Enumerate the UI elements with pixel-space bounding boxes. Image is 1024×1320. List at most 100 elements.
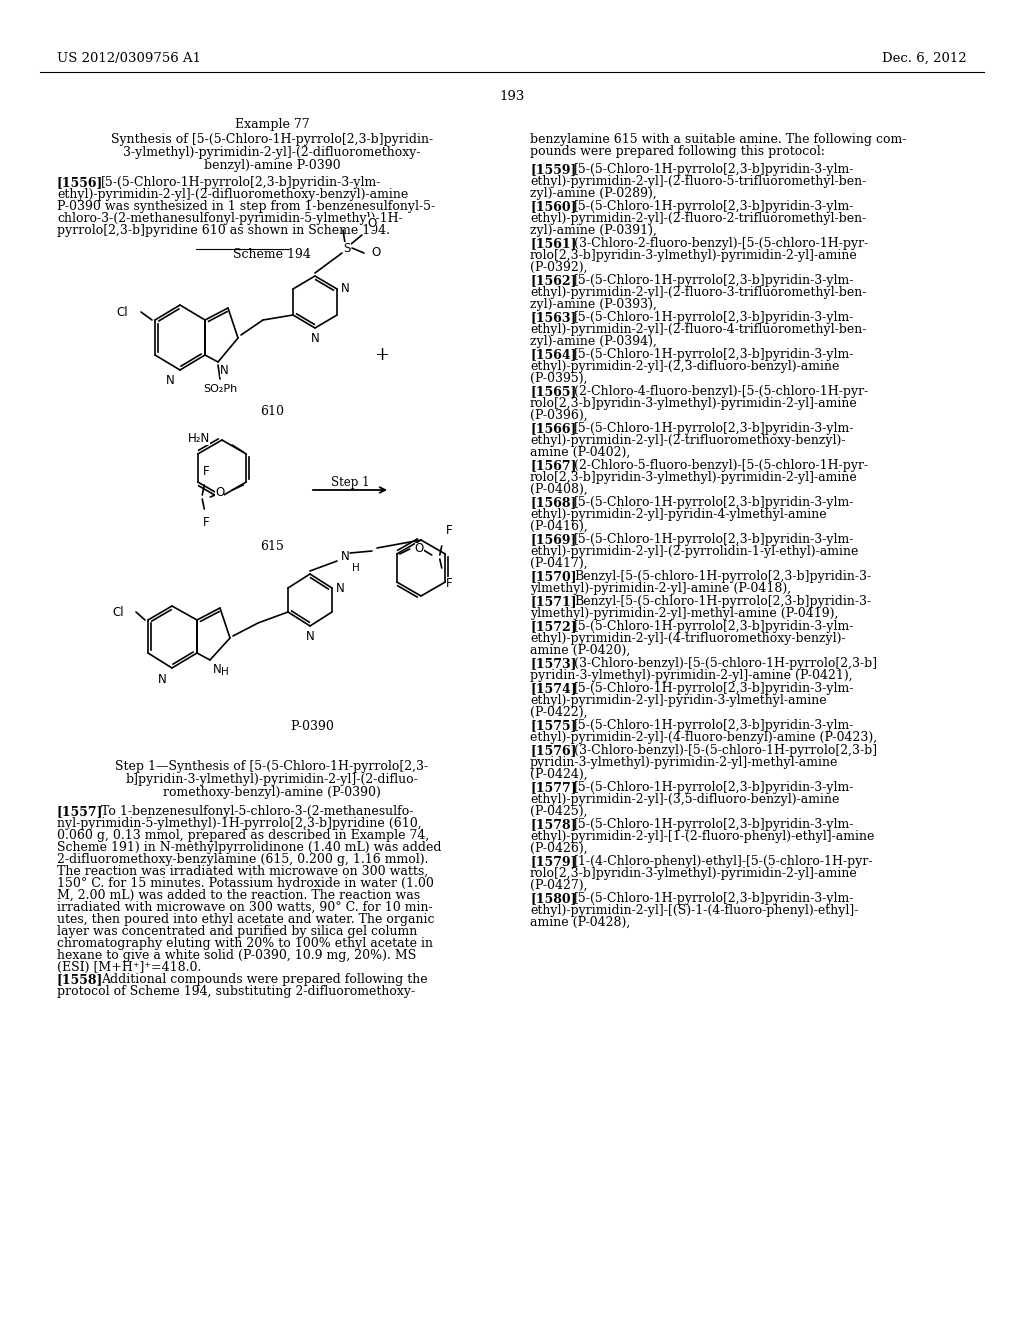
Text: ethyl)-pyrimidin-2-yl]-[1-(2-fluoro-phenyl)-ethyl]-amine: ethyl)-pyrimidin-2-yl]-[1-(2-fluoro-phen… <box>530 830 874 843</box>
Text: Benzyl-[5-(5-chloro-1H-pyrrolo[2,3-b]pyridin-3-: Benzyl-[5-(5-chloro-1H-pyrrolo[2,3-b]pyr… <box>574 595 871 609</box>
Text: 0.060 g, 0.13 mmol, prepared as described in Example 74,: 0.060 g, 0.13 mmol, prepared as describe… <box>57 829 429 842</box>
Text: [1564]: [1564] <box>530 348 577 360</box>
Text: pounds were prepared following this protocol:: pounds were prepared following this prot… <box>530 145 825 158</box>
Text: [5-(5-Chloro-1H-pyrrolo[2,3-b]pyridin-3-ylm-: [5-(5-Chloro-1H-pyrrolo[2,3-b]pyridin-3-… <box>574 275 854 286</box>
Text: SO₂Ph: SO₂Ph <box>203 384 238 393</box>
Text: [1562]: [1562] <box>530 275 577 286</box>
Text: [1573]: [1573] <box>530 657 577 671</box>
Text: P-0390: P-0390 <box>290 719 334 733</box>
Text: (ESI) [M+H⁺]⁺=418.0.: (ESI) [M+H⁺]⁺=418.0. <box>57 961 202 974</box>
Text: Cl: Cl <box>113 606 124 619</box>
Text: N: N <box>341 282 350 296</box>
Text: [1559]: [1559] <box>530 162 577 176</box>
Text: Synthesis of [5-(5-Chloro-1H-pyrrolo[2,3-b]pyridin-: Synthesis of [5-(5-Chloro-1H-pyrrolo[2,3… <box>111 133 433 147</box>
Text: protocol of Scheme 194, substituting 2-difluoromethoxy-: protocol of Scheme 194, substituting 2-d… <box>57 985 415 998</box>
Text: Dec. 6, 2012: Dec. 6, 2012 <box>883 51 967 65</box>
Text: O: O <box>215 486 224 499</box>
Text: [5-(5-Chloro-1H-pyrrolo[2,3-b]pyridin-3-ylm-: [5-(5-Chloro-1H-pyrrolo[2,3-b]pyridin-3-… <box>574 892 854 906</box>
Text: [5-(5-Chloro-1H-pyrrolo[2,3-b]pyridin-3-ylm-: [5-(5-Chloro-1H-pyrrolo[2,3-b]pyridin-3-… <box>574 162 854 176</box>
Text: Scheme 194: Scheme 194 <box>233 248 311 261</box>
Text: Cl: Cl <box>117 305 128 318</box>
Text: [5-(5-Chloro-1H-pyrrolo[2,3-b]pyridin-3-ylm-: [5-(5-Chloro-1H-pyrrolo[2,3-b]pyridin-3-… <box>101 176 381 189</box>
Text: irradiated with microwave on 300 watts, 90° C. for 10 min-: irradiated with microwave on 300 watts, … <box>57 902 432 913</box>
Text: ethyl)-pyrimidin-2-yl]-(4-fluoro-benzyl)-amine (P-0423),: ethyl)-pyrimidin-2-yl]-(4-fluoro-benzyl)… <box>530 731 878 744</box>
Text: ethyl)-pyrimidin-2-yl]-(2-fluoro-5-trifluoromethyl-ben-: ethyl)-pyrimidin-2-yl]-(2-fluoro-5-trifl… <box>530 176 866 187</box>
Text: ylmethyl)-pyrimidin-2-yl]-methyl-amine (P-0419),: ylmethyl)-pyrimidin-2-yl]-methyl-amine (… <box>530 607 839 620</box>
Text: H: H <box>352 564 359 573</box>
Text: ylmethyl)-pyrimidin-2-yl]-amine (P-0418),: ylmethyl)-pyrimidin-2-yl]-amine (P-0418)… <box>530 582 792 595</box>
Text: b]pyridin-3-ylmethyl)-pyrimidin-2-yl]-(2-difluo-: b]pyridin-3-ylmethyl)-pyrimidin-2-yl]-(2… <box>126 774 419 785</box>
Text: F: F <box>445 577 453 590</box>
Text: (3-Chloro-benzyl)-[5-(5-chloro-1H-pyrrolo[2,3-b]: (3-Chloro-benzyl)-[5-(5-chloro-1H-pyrrol… <box>574 657 878 671</box>
Text: [1558]: [1558] <box>57 973 103 986</box>
Text: +: + <box>375 346 389 364</box>
Text: ethyl)-pyrimidin-2-yl]-(4-trifluoromethoxy-benzyl)-: ethyl)-pyrimidin-2-yl]-(4-trifluorometho… <box>530 632 846 645</box>
Text: N: N <box>166 374 175 387</box>
Text: [5-(5-Chloro-1H-pyrrolo[2,3-b]pyridin-3-ylm-: [5-(5-Chloro-1H-pyrrolo[2,3-b]pyridin-3-… <box>574 781 854 795</box>
Text: (P-0417),: (P-0417), <box>530 557 588 570</box>
Text: (P-0422),: (P-0422), <box>530 706 588 719</box>
Text: rolo[2,3-b]pyridin-3-ylmethyl)-pyrimidin-2-yl]-amine: rolo[2,3-b]pyridin-3-ylmethyl)-pyrimidin… <box>530 471 858 484</box>
Text: (3-Chloro-2-fluoro-benzyl)-[5-(5-chloro-1H-pyr-: (3-Chloro-2-fluoro-benzyl)-[5-(5-chloro-… <box>574 238 868 249</box>
Text: [1557]: [1557] <box>57 805 103 818</box>
Text: N: N <box>220 364 228 378</box>
Text: ethyl)-pyrimidin-2-yl]-(2-pyrrolidin-1-yl-ethyl)-amine: ethyl)-pyrimidin-2-yl]-(2-pyrrolidin-1-y… <box>530 545 858 558</box>
Text: [1577]: [1577] <box>530 781 577 795</box>
Text: ethyl)-pyrimidin-2-yl]-[(S)-1-(4-fluoro-phenyl)-ethyl]-: ethyl)-pyrimidin-2-yl]-[(S)-1-(4-fluoro-… <box>530 904 858 917</box>
Text: hexane to give a white solid (P-0390, 10.9 mg, 20%). MS: hexane to give a white solid (P-0390, 10… <box>57 949 416 962</box>
Text: ethyl)-pyrimidin-2-yl]-(2,3-difluoro-benzyl)-amine: ethyl)-pyrimidin-2-yl]-(2,3-difluoro-ben… <box>530 360 840 374</box>
Text: N: N <box>159 673 167 686</box>
Text: ethyl)-pyrimidin-2-yl]-(2-fluoro-2-trifluoromethyl-ben-: ethyl)-pyrimidin-2-yl]-(2-fluoro-2-trifl… <box>530 213 866 224</box>
Text: ethyl)-pyrimidin-2-yl]-(2-fluoro-4-trifluoromethyl-ben-: ethyl)-pyrimidin-2-yl]-(2-fluoro-4-trifl… <box>530 323 866 337</box>
Text: [1-(4-Chloro-phenyl)-ethyl]-[5-(5-chloro-1H-pyr-: [1-(4-Chloro-phenyl)-ethyl]-[5-(5-chloro… <box>574 855 873 869</box>
Text: To 1-benzenesulfonyl-5-chloro-3-(2-methanesulfo-: To 1-benzenesulfonyl-5-chloro-3-(2-metha… <box>101 805 414 818</box>
Text: (P-0395),: (P-0395), <box>530 372 588 385</box>
Text: Additional compounds were prepared following the: Additional compounds were prepared follo… <box>101 973 428 986</box>
Text: (3-Chloro-benzyl)-[5-(5-chloro-1H-pyrrolo[2,3-b]: (3-Chloro-benzyl)-[5-(5-chloro-1H-pyrrol… <box>574 744 878 756</box>
Text: amine (P-0420),: amine (P-0420), <box>530 644 630 657</box>
Text: US 2012/0309756 A1: US 2012/0309756 A1 <box>57 51 201 65</box>
Text: chloro-3-(2-methanesulfonyl-pyrimidin-5-ylmethyl)-1H-: chloro-3-(2-methanesulfonyl-pyrimidin-5-… <box>57 213 402 224</box>
Text: 2-difluoromethoxy-benzylamine (615, 0.200 g, 1.16 mmol).: 2-difluoromethoxy-benzylamine (615, 0.20… <box>57 853 428 866</box>
Text: nyl-pyrimidin-5-ylmethyl)-1H-pyrrolo[2,3-b]pyridine (610,: nyl-pyrimidin-5-ylmethyl)-1H-pyrrolo[2,3… <box>57 817 422 830</box>
Text: pyrrolo[2,3-b]pyridine 610 as shown in Scheme 194.: pyrrolo[2,3-b]pyridine 610 as shown in S… <box>57 224 390 238</box>
Text: ethyl)-pyrimidin-2-yl]-(2-fluoro-3-trifluoromethyl-ben-: ethyl)-pyrimidin-2-yl]-(2-fluoro-3-trifl… <box>530 286 866 300</box>
Text: S: S <box>343 242 350 255</box>
Text: zyl)-amine (P-0289),: zyl)-amine (P-0289), <box>530 187 656 201</box>
Text: (P-0396),: (P-0396), <box>530 409 588 422</box>
Text: M, 2.00 mL) was added to the reaction. The reaction was: M, 2.00 mL) was added to the reaction. T… <box>57 888 420 902</box>
Text: zyl)-amine (P-0394),: zyl)-amine (P-0394), <box>530 335 656 348</box>
Text: 615: 615 <box>260 540 284 553</box>
Text: N: N <box>341 549 349 562</box>
Text: O: O <box>371 247 380 260</box>
Text: [1569]: [1569] <box>530 533 577 546</box>
Text: The reaction was irradiated with microwave on 300 watts,: The reaction was irradiated with microwa… <box>57 865 428 878</box>
Text: [1556]: [1556] <box>57 176 103 189</box>
Text: [5-(5-Chloro-1H-pyrrolo[2,3-b]pyridin-3-ylm-: [5-(5-Chloro-1H-pyrrolo[2,3-b]pyridin-3-… <box>574 348 854 360</box>
Text: ethyl)-pyrimidin-2-yl]-(2-trifluoromethoxy-benzyl)-: ethyl)-pyrimidin-2-yl]-(2-trifluorometho… <box>530 434 846 447</box>
Text: O: O <box>367 216 376 230</box>
Text: Benzyl-[5-(5-chloro-1H-pyrrolo[2,3-b]pyridin-3-: Benzyl-[5-(5-chloro-1H-pyrrolo[2,3-b]pyr… <box>574 570 871 583</box>
Text: [1571]: [1571] <box>530 595 577 609</box>
Text: (P-0426),: (P-0426), <box>530 842 588 855</box>
Text: amine (P-0402),: amine (P-0402), <box>530 446 630 459</box>
Text: (P-0416),: (P-0416), <box>530 520 588 533</box>
Text: 193: 193 <box>500 90 524 103</box>
Text: pyridin-3-ylmethyl)-pyrimidin-2-yl]-methyl-amine: pyridin-3-ylmethyl)-pyrimidin-2-yl]-meth… <box>530 756 839 770</box>
Text: [1574]: [1574] <box>530 682 577 696</box>
Text: Scheme 191) in N-methylpyrrolidinone (1.40 mL) was added: Scheme 191) in N-methylpyrrolidinone (1.… <box>57 841 441 854</box>
Text: rolo[2,3-b]pyridin-3-ylmethyl)-pyrimidin-2-yl]-amine: rolo[2,3-b]pyridin-3-ylmethyl)-pyrimidin… <box>530 867 858 880</box>
Text: [1565]: [1565] <box>530 385 577 399</box>
Text: romethoxy-benzyl)-amine (P-0390): romethoxy-benzyl)-amine (P-0390) <box>163 785 381 799</box>
Text: F: F <box>203 465 210 478</box>
Text: ethyl)-pyrimidin-2-yl]-(2-difluoromethoxy-benzyl)-amine: ethyl)-pyrimidin-2-yl]-(2-difluoromethox… <box>57 187 409 201</box>
Text: [1580]: [1580] <box>530 892 577 906</box>
Text: [1578]: [1578] <box>530 818 577 832</box>
Text: [5-(5-Chloro-1H-pyrrolo[2,3-b]pyridin-3-ylm-: [5-(5-Chloro-1H-pyrrolo[2,3-b]pyridin-3-… <box>574 719 854 733</box>
Text: (2-Chloro-4-fluoro-benzyl)-[5-(5-chloro-1H-pyr-: (2-Chloro-4-fluoro-benzyl)-[5-(5-chloro-… <box>574 385 868 399</box>
Text: [1561]: [1561] <box>530 238 577 249</box>
Text: (P-0427),: (P-0427), <box>530 879 588 892</box>
Text: N: N <box>336 582 345 594</box>
Text: ethyl)-pyrimidin-2-yl]-pyridin-3-ylmethyl-amine: ethyl)-pyrimidin-2-yl]-pyridin-3-ylmethy… <box>530 694 826 708</box>
Text: [5-(5-Chloro-1H-pyrrolo[2,3-b]pyridin-3-ylm-: [5-(5-Chloro-1H-pyrrolo[2,3-b]pyridin-3-… <box>574 533 854 546</box>
